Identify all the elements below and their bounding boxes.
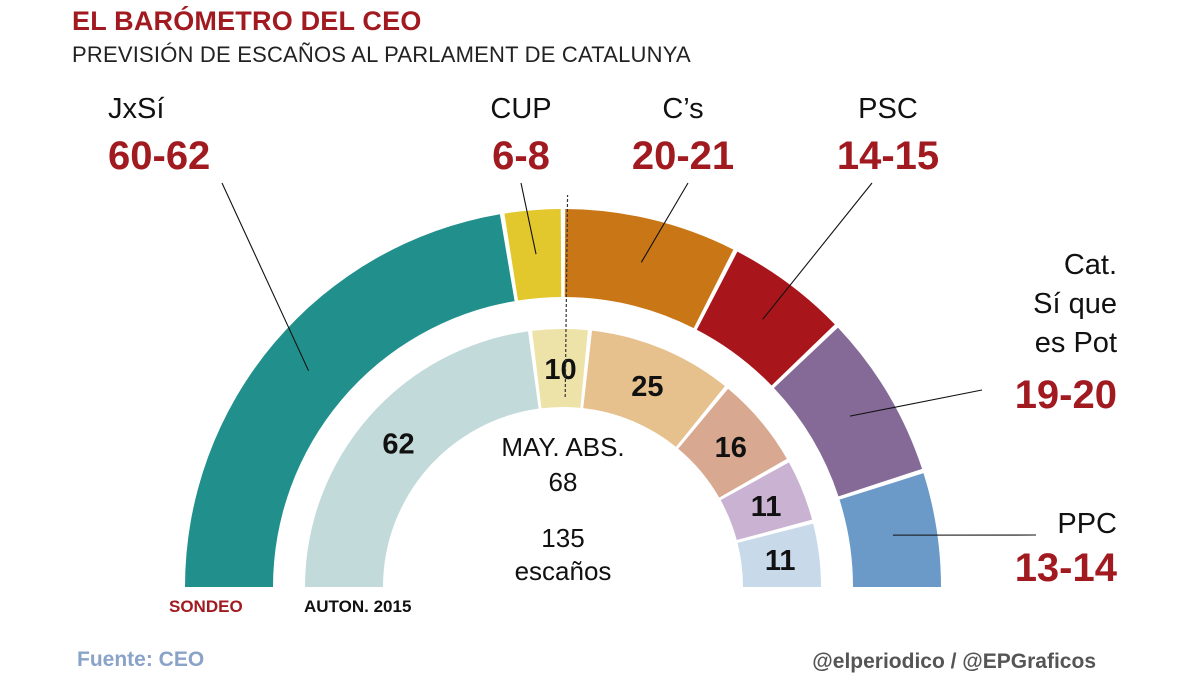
result2015-segment-psc (678, 388, 787, 498)
party-name-psc: PSC (858, 93, 918, 125)
credit-note: @elperiodico / @EPGraficos (812, 650, 1096, 673)
forecast-value-cat-s-que-es-pot: 19-20 (1015, 373, 1117, 417)
party-name-cat-s-que-es-pot: Cat. (1064, 249, 1117, 281)
forecast-segment-cat-s-que-es-pot (773, 327, 923, 497)
leader-line-cat-s-que-es-pot (849, 389, 983, 417)
result2015-label-c-s: 25 (631, 371, 663, 403)
total-seats-value: 135 (541, 523, 584, 553)
forecast-value-c-s: 20-21 (632, 134, 734, 178)
leader-line-jxs (221, 182, 310, 371)
leader-line-c-s (640, 182, 689, 263)
leader-line-psc (762, 182, 873, 320)
result2015-segment-c-s (583, 330, 725, 447)
forecast-segment-cup (504, 209, 562, 301)
majority-value: 68 (549, 467, 578, 497)
forecast-segment-ppc (839, 473, 941, 587)
forecast-value-cup: 6-8 (492, 134, 550, 178)
forecast-ring-label: SONDEO (169, 597, 243, 616)
source-note: Fuente: CEO (77, 648, 205, 671)
forecast-segment-c-s (564, 209, 734, 329)
result2015-segment-cat-s-que-es-pot (720, 462, 813, 541)
result2015-label-cup: 10 (544, 354, 576, 386)
party-name-cup: CUP (490, 93, 551, 125)
forecast-value-ppc: 13-14 (1015, 546, 1118, 590)
result2015-segment-cup (532, 329, 588, 409)
result2015-segment-jxs (305, 331, 539, 587)
forecast-segment-jxs (185, 214, 515, 587)
chart-subtitle: PREVISIÓN DE ESCAÑOS AL PARLAMENT DE CAT… (72, 42, 691, 67)
forecast-value-psc: 14-15 (837, 134, 939, 178)
forecast-segment-psc (696, 251, 835, 386)
result2015-segment-ppc (737, 523, 821, 587)
result2015-ring-label: AUTON. 2015 (304, 597, 411, 616)
result2015-label-jxs: 62 (382, 428, 414, 460)
party-name-ppc: PPC (1057, 508, 1117, 540)
forecast-value-jxs: 60-62 (108, 134, 210, 178)
majority-line (564, 195, 569, 398)
party-name-jxs: JxSí (108, 93, 164, 125)
leader-line-cup (520, 182, 537, 255)
chart-title: EL BARÓMETRO DEL CEO (72, 6, 422, 36)
party-name-cat-s-que-es-pot-1: Sí que (1033, 288, 1117, 320)
party-name-c-s: C’s (662, 93, 703, 125)
result2015-label-psc: 16 (715, 432, 747, 464)
majority-label: MAY. ABS. (501, 432, 624, 462)
party-name-cat-s-que-es-pot-2: es Pot (1035, 327, 1117, 359)
result2015-label-ppc: 11 (765, 545, 796, 577)
total-seats-label: escaños (515, 556, 612, 586)
result2015-label-cat-s-que-es-pot: 11 (751, 491, 782, 523)
